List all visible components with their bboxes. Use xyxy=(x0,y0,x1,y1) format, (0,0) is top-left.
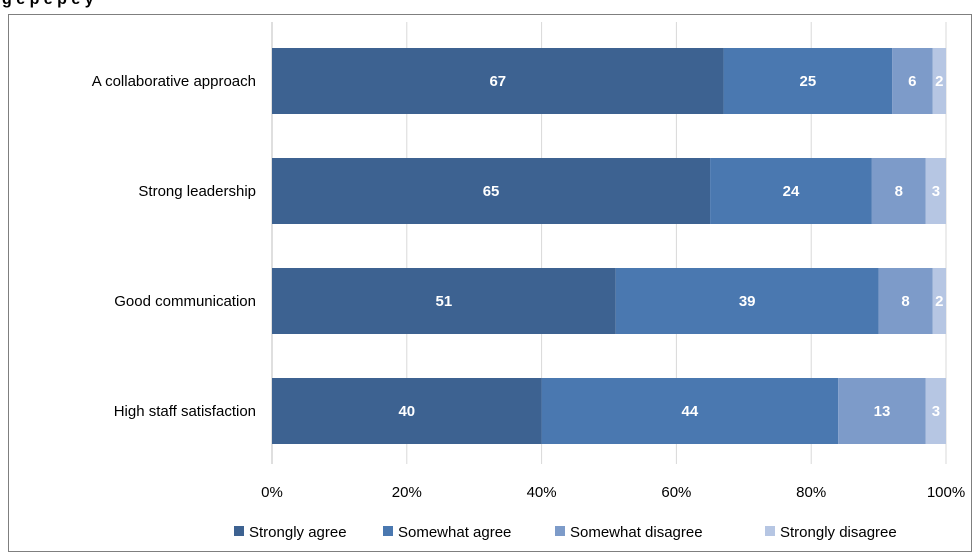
tick-label: 40% xyxy=(527,484,557,501)
tick-label: 80% xyxy=(796,484,826,501)
legend-label: Strongly disagree xyxy=(780,524,897,541)
data-label: 39 xyxy=(739,293,756,310)
data-label: 2 xyxy=(935,293,943,310)
bars: 67 25 6 2 65 24 8 3 51 39 8 2 40 44 13 3 xyxy=(272,48,946,444)
category-label: A collaborative approach xyxy=(92,73,256,90)
x-axis-tick-labels: 0% 20% 40% 60% 80% 100% xyxy=(261,484,965,501)
bar-segment xyxy=(878,268,933,334)
bar-segment xyxy=(871,158,926,224)
data-label: 2 xyxy=(935,73,943,90)
bar-segment xyxy=(615,268,879,334)
category-label: Good communication xyxy=(114,293,256,310)
legend-swatch xyxy=(234,526,244,536)
category-labels: A collaborative approach Strong leadershi… xyxy=(92,73,256,420)
bar-segment xyxy=(892,48,933,114)
tick-label: 100% xyxy=(927,484,965,501)
tick-label: 60% xyxy=(661,484,691,501)
bar-segment xyxy=(710,158,872,224)
tick-label: 0% xyxy=(261,484,283,501)
data-label: 65 xyxy=(483,183,500,200)
legend-swatch xyxy=(383,526,393,536)
bar-segment xyxy=(925,158,946,224)
data-label: 67 xyxy=(489,73,506,90)
data-label: 8 xyxy=(895,183,903,200)
bar-segment xyxy=(272,268,616,334)
category-label: Strong leadership xyxy=(138,183,256,200)
data-label: 3 xyxy=(932,403,940,420)
data-label: 8 xyxy=(901,293,909,310)
data-label: 40 xyxy=(398,403,415,420)
data-label: 44 xyxy=(682,403,699,420)
legend-swatch xyxy=(765,526,775,536)
data-label: 24 xyxy=(783,183,800,200)
category-label: High staff satisfaction xyxy=(114,403,256,420)
legend-label: Somewhat disagree xyxy=(570,524,703,541)
data-label: 6 xyxy=(908,73,916,90)
data-label: 13 xyxy=(874,403,891,420)
bar-segment xyxy=(932,268,946,334)
bar-segment xyxy=(541,378,839,444)
legend: Strongly agree Somewhat agree Somewhat dis… xyxy=(234,524,897,541)
legend-label: Somewhat agree xyxy=(398,524,511,541)
data-label: 25 xyxy=(799,73,816,90)
bar-segment xyxy=(838,378,926,444)
bar-segment xyxy=(272,378,542,444)
legend-swatch xyxy=(555,526,565,536)
bar-segment xyxy=(932,48,946,114)
tick-label: 20% xyxy=(392,484,422,501)
data-label: 3 xyxy=(932,183,940,200)
legend-label: Strongly agree xyxy=(249,524,347,541)
bar-segment xyxy=(723,48,893,114)
chart-title: g e p e p e y xyxy=(2,0,94,9)
data-label: 51 xyxy=(436,293,453,310)
bar-segment xyxy=(272,48,724,114)
bar-segment xyxy=(272,158,711,224)
bar-segment xyxy=(925,378,946,444)
